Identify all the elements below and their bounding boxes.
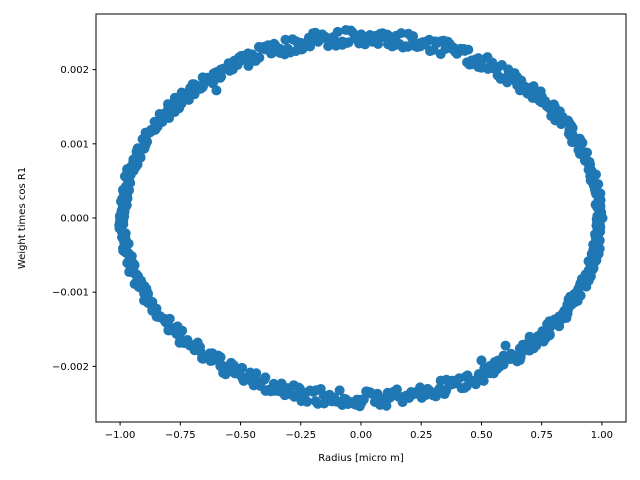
- x-tick-label: −1.00: [105, 430, 136, 441]
- scatter-point: [260, 372, 271, 383]
- scatter-point: [164, 313, 175, 324]
- y-axis: −0.002 −0.001 0.000 0.001 0.002: [52, 65, 96, 373]
- scatter-point: [340, 25, 351, 36]
- scatter-point: [416, 388, 427, 399]
- x-tick-label: 0.75: [531, 430, 553, 441]
- scatter-point: [235, 370, 246, 381]
- scatter-point: [476, 370, 487, 381]
- scatter-point: [175, 91, 186, 102]
- scatter-point: [237, 362, 248, 373]
- scatter-point: [536, 91, 547, 102]
- scatter-point: [177, 325, 188, 336]
- y-tick-label: −0.002: [52, 362, 89, 373]
- scatter-point: [462, 57, 473, 68]
- scatter-point: [175, 334, 186, 345]
- y-tick-label: −0.001: [52, 288, 89, 299]
- x-tick-label: 0.50: [470, 430, 492, 441]
- scatter-point: [215, 352, 226, 363]
- scatter-point: [197, 72, 208, 83]
- scatter-point: [115, 213, 126, 223]
- y-tick-label: 0.001: [60, 139, 89, 150]
- scatter-point: [356, 31, 366, 42]
- scatter-point: [302, 396, 313, 407]
- x-tick-label: −0.25: [285, 430, 316, 441]
- scatter-point: [476, 55, 487, 66]
- scatter-point: [500, 340, 511, 351]
- x-tick-label: 1.00: [591, 430, 613, 441]
- scatter-point: [382, 39, 393, 50]
- scatter-point: [211, 85, 222, 96]
- scatter-point: [596, 213, 607, 223]
- scatter-point: [251, 368, 262, 379]
- scatter-point: [356, 394, 366, 405]
- scatter-point: [476, 355, 487, 366]
- y-tick-label: 0.002: [60, 65, 89, 76]
- x-tick-label: −0.75: [165, 430, 196, 441]
- scatter-point: [254, 41, 265, 52]
- scatter-point: [280, 34, 291, 45]
- scatter-point: [275, 47, 286, 58]
- x-axis-label: Radius [micro m]: [318, 453, 404, 464]
- scatter-point: [403, 28, 414, 39]
- scatter-point: [235, 55, 246, 66]
- scatter-point: [295, 388, 306, 399]
- scatter-point: [381, 400, 392, 411]
- scatter-point: [334, 385, 345, 396]
- scatter-point: [416, 37, 427, 48]
- scatter-point: [295, 37, 306, 48]
- points-layer: [114, 25, 608, 412]
- y-axis-label: Weight times cos R1: [17, 167, 28, 269]
- scatter-point: [524, 331, 535, 342]
- y-tick-label: 0.000: [60, 214, 89, 225]
- x-axis: −1.00 −0.75 −0.50 −0.25 0.00 0.25 0.50 0.75 1.00: [105, 422, 613, 441]
- x-tick-label: 0.25: [410, 430, 432, 441]
- scatter-point: [536, 334, 547, 345]
- x-tick-label: 0.00: [350, 430, 372, 441]
- scatter-point: [287, 34, 298, 45]
- scatter-point: [323, 41, 334, 52]
- plot-frame: [95, 13, 627, 423]
- x-tick-label: −0.50: [225, 430, 256, 441]
- scatter-point: [243, 60, 254, 71]
